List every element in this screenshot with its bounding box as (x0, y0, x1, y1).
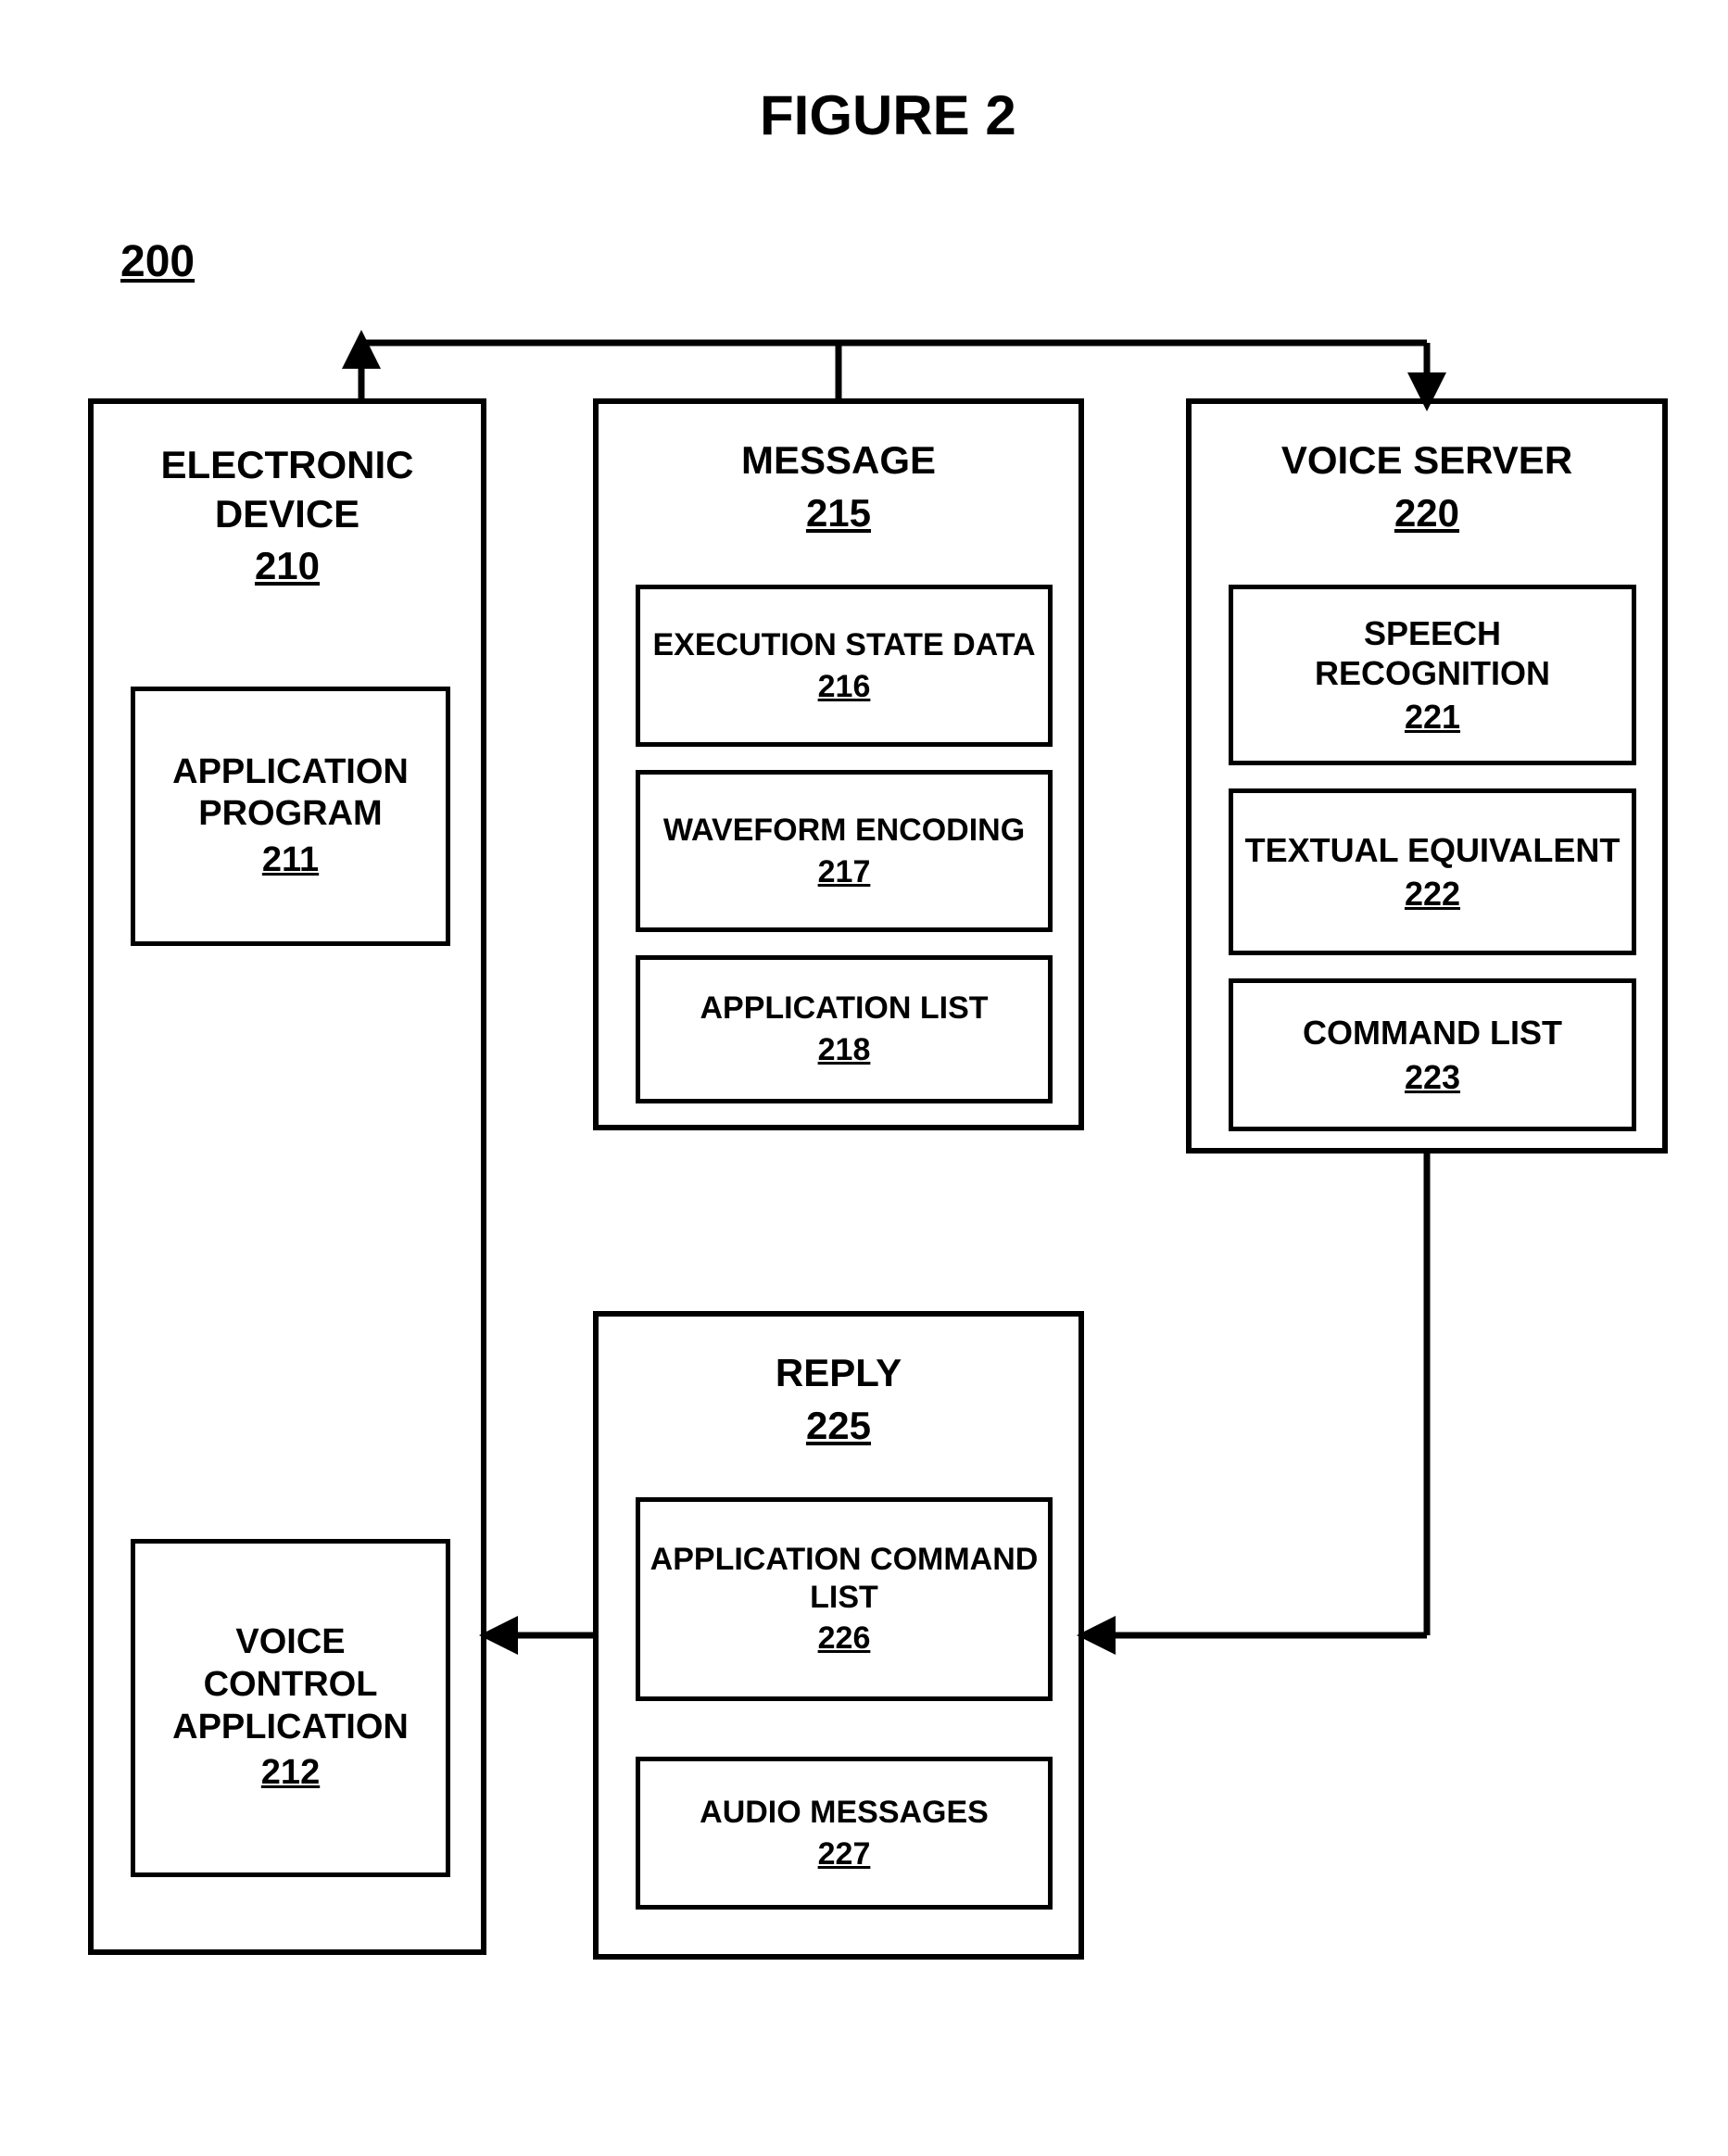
ref-number: 222 (1245, 874, 1621, 914)
label: COMMAND LIST (1303, 1014, 1562, 1052)
block-reply: REPLY 225 APPLICATION COMMAND LIST 226 A… (593, 1311, 1084, 1960)
block-electronic-device: ELECTRONIC DEVICE 210 APPLICATION PROGRA… (88, 398, 486, 1955)
ref-number: 220 (1192, 489, 1662, 538)
diagram-canvas: FIGURE 2 200 ELECTRONIC DEVICE 210 APPLI… (0, 0, 1728, 2156)
block-title-message: MESSAGE 215 (599, 404, 1078, 537)
inner-audio-messages: AUDIO MESSAGES 227 (636, 1757, 1053, 1910)
label: APPLICATION PROGRAM (172, 752, 409, 834)
inner-application-list: APPLICATION LIST 218 (636, 955, 1053, 1103)
ref-number: 211 (145, 839, 436, 882)
inner-execution-state-data: EXECUTION STATE DATA 216 (636, 585, 1053, 747)
block-message: MESSAGE 215 EXECUTION STATE DATA 216 WAV… (593, 398, 1084, 1130)
block-title-reply: REPLY 225 (599, 1317, 1078, 1450)
reference-number-200: 200 (120, 236, 195, 287)
label: EXECUTION STATE DATA (652, 627, 1035, 662)
label: ELECTRONIC DEVICE (161, 443, 414, 536)
label: APPLICATION LIST (700, 990, 988, 1026)
ref-number: 218 (700, 1031, 988, 1069)
label: VOICE CONTROL APPLICATION (172, 1622, 409, 1746)
ref-number: 212 (145, 1752, 436, 1795)
ref-number: 210 (94, 542, 481, 591)
inner-application-command-list: APPLICATION COMMAND LIST 226 (636, 1497, 1053, 1701)
ref-number: 223 (1303, 1057, 1562, 1097)
ref-number: 221 (1242, 697, 1622, 737)
ref-number: 215 (599, 489, 1078, 538)
label: AUDIO MESSAGES (700, 1795, 989, 1830)
inner-voice-control-application: VOICE CONTROL APPLICATION 212 (131, 1539, 450, 1877)
label: REPLY (776, 1351, 902, 1394)
inner-textual-equivalent: TEXTUAL EQUIVALENT 222 (1229, 788, 1636, 955)
label: TEXTUAL EQUIVALENT (1245, 831, 1621, 869)
ref-number: 216 (652, 668, 1035, 706)
figure-title: FIGURE 2 (760, 83, 1016, 147)
inner-waveform-encoding: WAVEFORM ENCODING 217 (636, 770, 1053, 932)
ref-number: 225 (599, 1402, 1078, 1451)
inner-application-program: APPLICATION PROGRAM 211 (131, 687, 450, 946)
inner-command-list: COMMAND LIST 223 (1229, 978, 1636, 1131)
ref-number: 227 (700, 1835, 989, 1873)
block-title-electronic-device: ELECTRONIC DEVICE 210 (94, 404, 481, 591)
label: VOICE SERVER (1281, 438, 1572, 482)
ref-number: 217 (663, 853, 1025, 891)
block-voice-server: VOICE SERVER 220 SPEECH RECOGNITION 221 … (1186, 398, 1668, 1154)
label: MESSAGE (741, 438, 936, 482)
label: APPLICATION COMMAND LIST (650, 1542, 1039, 1615)
label: SPEECH RECOGNITION (1315, 614, 1550, 692)
inner-speech-recognition: SPEECH RECOGNITION 221 (1229, 585, 1636, 765)
block-title-voice-server: VOICE SERVER 220 (1192, 404, 1662, 537)
ref-number: 226 (650, 1620, 1039, 1658)
label: WAVEFORM ENCODING (663, 813, 1025, 848)
